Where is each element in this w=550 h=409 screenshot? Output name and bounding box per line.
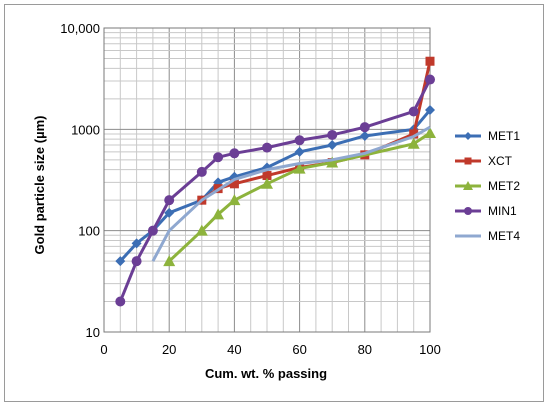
data-point-min1 [294,135,305,146]
legend-item-met4: MET4 [455,229,520,243]
data-point-min1 [359,122,370,133]
x-tick-label: 0 [100,342,107,357]
data-point-min1 [213,152,224,163]
data-point-min1 [196,166,207,177]
data-point-met2 [424,127,436,139]
legend-label-met2: MET2 [488,179,520,193]
y-tick-label: 10,000 [60,21,100,36]
data-point-xct [425,56,435,66]
y-tick-label: 1000 [71,122,100,137]
legend-label-min1: MIN1 [488,204,517,218]
y-axis-title: Gold particle size (µm) [32,116,47,255]
data-point-xct [409,129,419,139]
data-point-min1 [229,148,240,159]
x-tick-label: 40 [227,342,241,357]
x-axis-title: Cum. wt. % passing [205,366,327,381]
data-point-met2 [212,208,225,220]
legend-marker-min1 [464,207,472,215]
x-tick-label: 100 [419,342,441,357]
y-tick-label: 10 [86,325,100,340]
legend-item-met1: MET1 [455,129,520,143]
legend-item-xct: XCT [455,154,513,168]
plot-area-border [103,27,431,333]
legend-label-xct: XCT [488,154,513,168]
data-point-met1 [164,207,175,218]
data-point-met1 [115,256,126,267]
series-min1 [115,74,435,307]
data-point-min1 [327,129,338,140]
legend-item-met2: MET2 [455,179,520,193]
data-point-min1 [408,106,419,117]
data-point-met2 [261,177,273,189]
series-met2 [163,127,436,267]
legend-label-met4: MET4 [488,229,520,243]
data-point-xct [262,171,272,181]
x-tick-label: 20 [162,342,176,357]
data-point-met2 [195,224,208,236]
x-tick-label: 60 [292,342,306,357]
legend-label-met1: MET1 [488,129,520,143]
data-point-met1 [131,238,142,249]
data-point-met1 [294,146,305,157]
data-point-min1 [262,142,272,153]
data-point-met2 [228,194,241,206]
data-point-min1 [131,256,142,267]
x-tick-label: 80 [358,342,372,357]
tick-labels: 0 20 40 60 80 100 10 100 1000 10,000 [60,21,441,357]
data-point-xct [229,179,239,189]
data-point-met2 [293,162,306,174]
series-line-met1 [119,109,432,263]
data-point-min1 [425,74,435,85]
chart-frame [4,4,544,402]
legend-marker-met1 [464,132,472,140]
series-line-min1 [118,78,432,303]
data-point-met2 [163,255,176,267]
data-point-min1 [147,225,158,236]
legend-marker-xct [464,157,472,165]
data-point-met1 [327,140,338,151]
legend-marker-met2 [463,181,473,190]
data-point-met1 [359,130,370,141]
legend: MET1 XCT MET2 MIN1 MET4 [455,129,520,243]
data-point-min1 [164,195,175,206]
series-line-met4 [151,125,431,262]
series-met4 [151,125,431,262]
data-point-met1 [425,105,435,116]
data-point-met2 [326,156,339,168]
series-layer [115,56,436,307]
legend-item-min1: MIN1 [455,204,517,218]
data-point-min1 [115,296,126,307]
data-point-met2 [407,137,420,149]
y-tick-label: 100 [78,224,100,239]
